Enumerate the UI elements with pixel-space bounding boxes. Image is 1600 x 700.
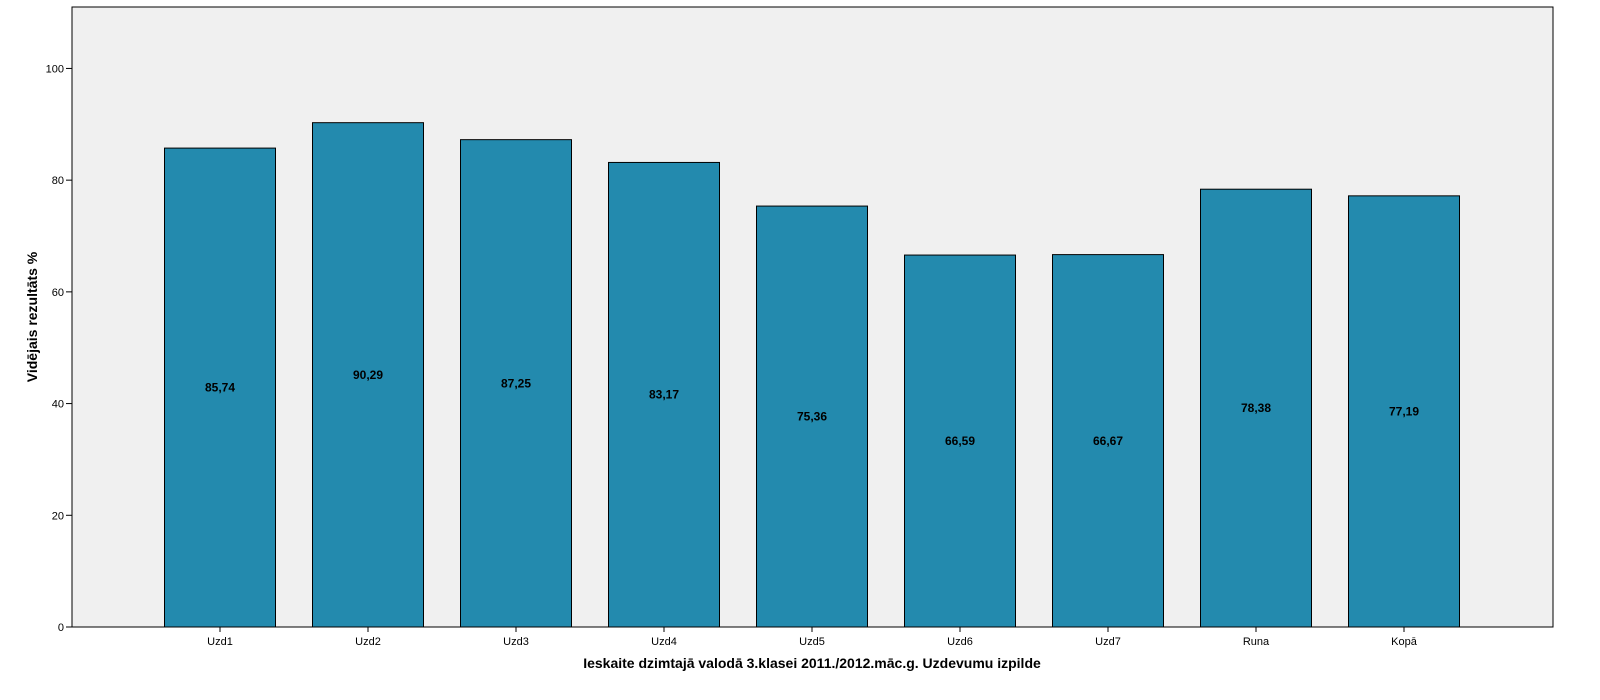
bar-runa [1200,188,1312,628]
x-axis-title: Ieskaite dzimtajā valodā 3.klasei 2011./… [583,655,1041,671]
y-axis: 0 20 40 60 80 100 [46,63,72,634]
x-tick-label: Uzd3 [503,636,529,648]
data-label: 66,59 [945,434,975,448]
data-label: 78,38 [1241,401,1271,415]
x-tick-label: Uzd5 [799,636,825,648]
data-label: 77,19 [1389,404,1419,418]
y-tick-label: 60 [52,287,64,299]
y-tick-label: 20 [52,510,64,522]
data-label: 85,74 [205,381,235,395]
data-label: 66,67 [1093,434,1123,448]
x-axis: Uzd1 Uzd2 Uzd3 Uzd4 Uzd5 Uzd6 Uzd7 Runa Kopā [207,627,1418,648]
x-tick-label: Kopā [1391,636,1418,648]
bar-uzd4 [608,161,720,628]
x-tick-label: Uzd1 [207,636,233,648]
bar-uzd3 [460,139,572,628]
plot-frame [71,6,1554,628]
y-tick-label: 40 [52,399,64,411]
bar-uzd6 [904,254,1016,628]
data-label: 83,17 [649,388,679,402]
y-tick-label: 0 [58,622,64,634]
bar-uzd2 [312,122,424,628]
x-tick-label: Runa [1243,636,1270,648]
data-label: 75,36 [797,410,827,424]
x-tick-label: Uzd6 [947,636,973,648]
bar-kopā [1348,195,1460,628]
x-tick-label: Uzd7 [1095,636,1121,648]
bar-uzd1 [164,147,276,628]
y-tick-label: 100 [46,63,64,75]
x-tick-label: Uzd4 [651,636,677,648]
data-label: 90,29 [353,368,383,382]
bar-uzd5 [756,205,868,628]
data-label: 87,25 [501,376,531,390]
y-tick-label: 80 [52,175,64,187]
y-axis-title: Vidējais rezultāts % [24,251,40,382]
x-tick-label: Uzd2 [355,636,381,648]
bars: 85,74 90,29 87,25 83,17 75,36 66,59 66,67 78,38… [164,122,1460,628]
